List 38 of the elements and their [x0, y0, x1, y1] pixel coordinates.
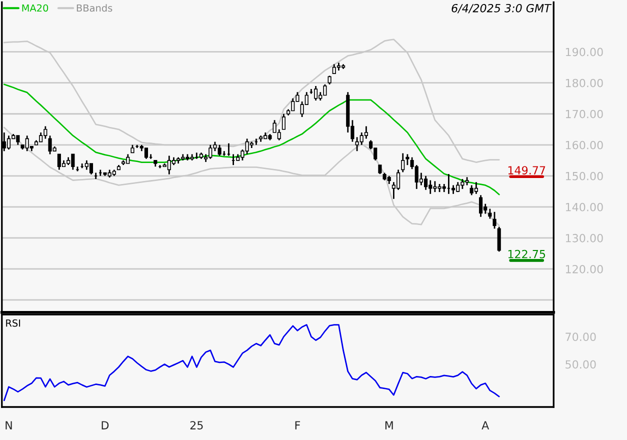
- chart-title: RSI: [6, 319, 20, 327]
- ref-line-label: 122.75: [508, 250, 546, 258]
- legend-label: BBands: [76, 4, 112, 12]
- x-tick-label: F: [295, 421, 300, 430]
- candlestick: [144, 147, 148, 160]
- candlestick: [89, 162, 94, 176]
- candlestick: [474, 181, 478, 195]
- candlestick: [396, 169, 400, 191]
- candlestick: [478, 194, 483, 218]
- x-tick-label: M: [385, 421, 393, 430]
- candlestick: [406, 154, 410, 166]
- candlestick: [6, 134, 11, 150]
- y-tick-label: 70.00: [566, 332, 596, 342]
- candlestick: [401, 152, 405, 173]
- candlestick: [364, 126, 368, 140]
- y-tick-label: 160.00: [566, 140, 603, 150]
- candlestick: [497, 226, 501, 252]
- y-tick-label: 180.00: [566, 78, 603, 88]
- y-tick-label: 170.00: [566, 110, 603, 118]
- y-tick-label: 50.00: [566, 360, 596, 369]
- annotation: 6/4/2025 3:0 GMT: [452, 4, 552, 14]
- line-series: [3, 84, 500, 196]
- candlestick: [424, 175, 428, 191]
- candlestick: [314, 85, 318, 102]
- y-tick-label: 120.00: [566, 264, 603, 274]
- y-tick-label: 150.00: [566, 172, 603, 180]
- x-tick-label: A: [482, 421, 490, 430]
- candlestick: [492, 211, 496, 230]
- candlestick: [488, 208, 492, 220]
- legend-label: MA20: [22, 4, 48, 12]
- x-tick-label: 25: [190, 421, 203, 430]
- y-tick-label: 190.00: [566, 48, 603, 56]
- y-tick-label: 130.00: [566, 234, 603, 242]
- ref-line-label: 149.77: [508, 166, 546, 174]
- y-tick-label: 140.00: [566, 202, 603, 212]
- candlestick: [282, 113, 286, 130]
- x-tick-label: D: [102, 421, 109, 430]
- x-tick-label: N: [6, 421, 12, 430]
